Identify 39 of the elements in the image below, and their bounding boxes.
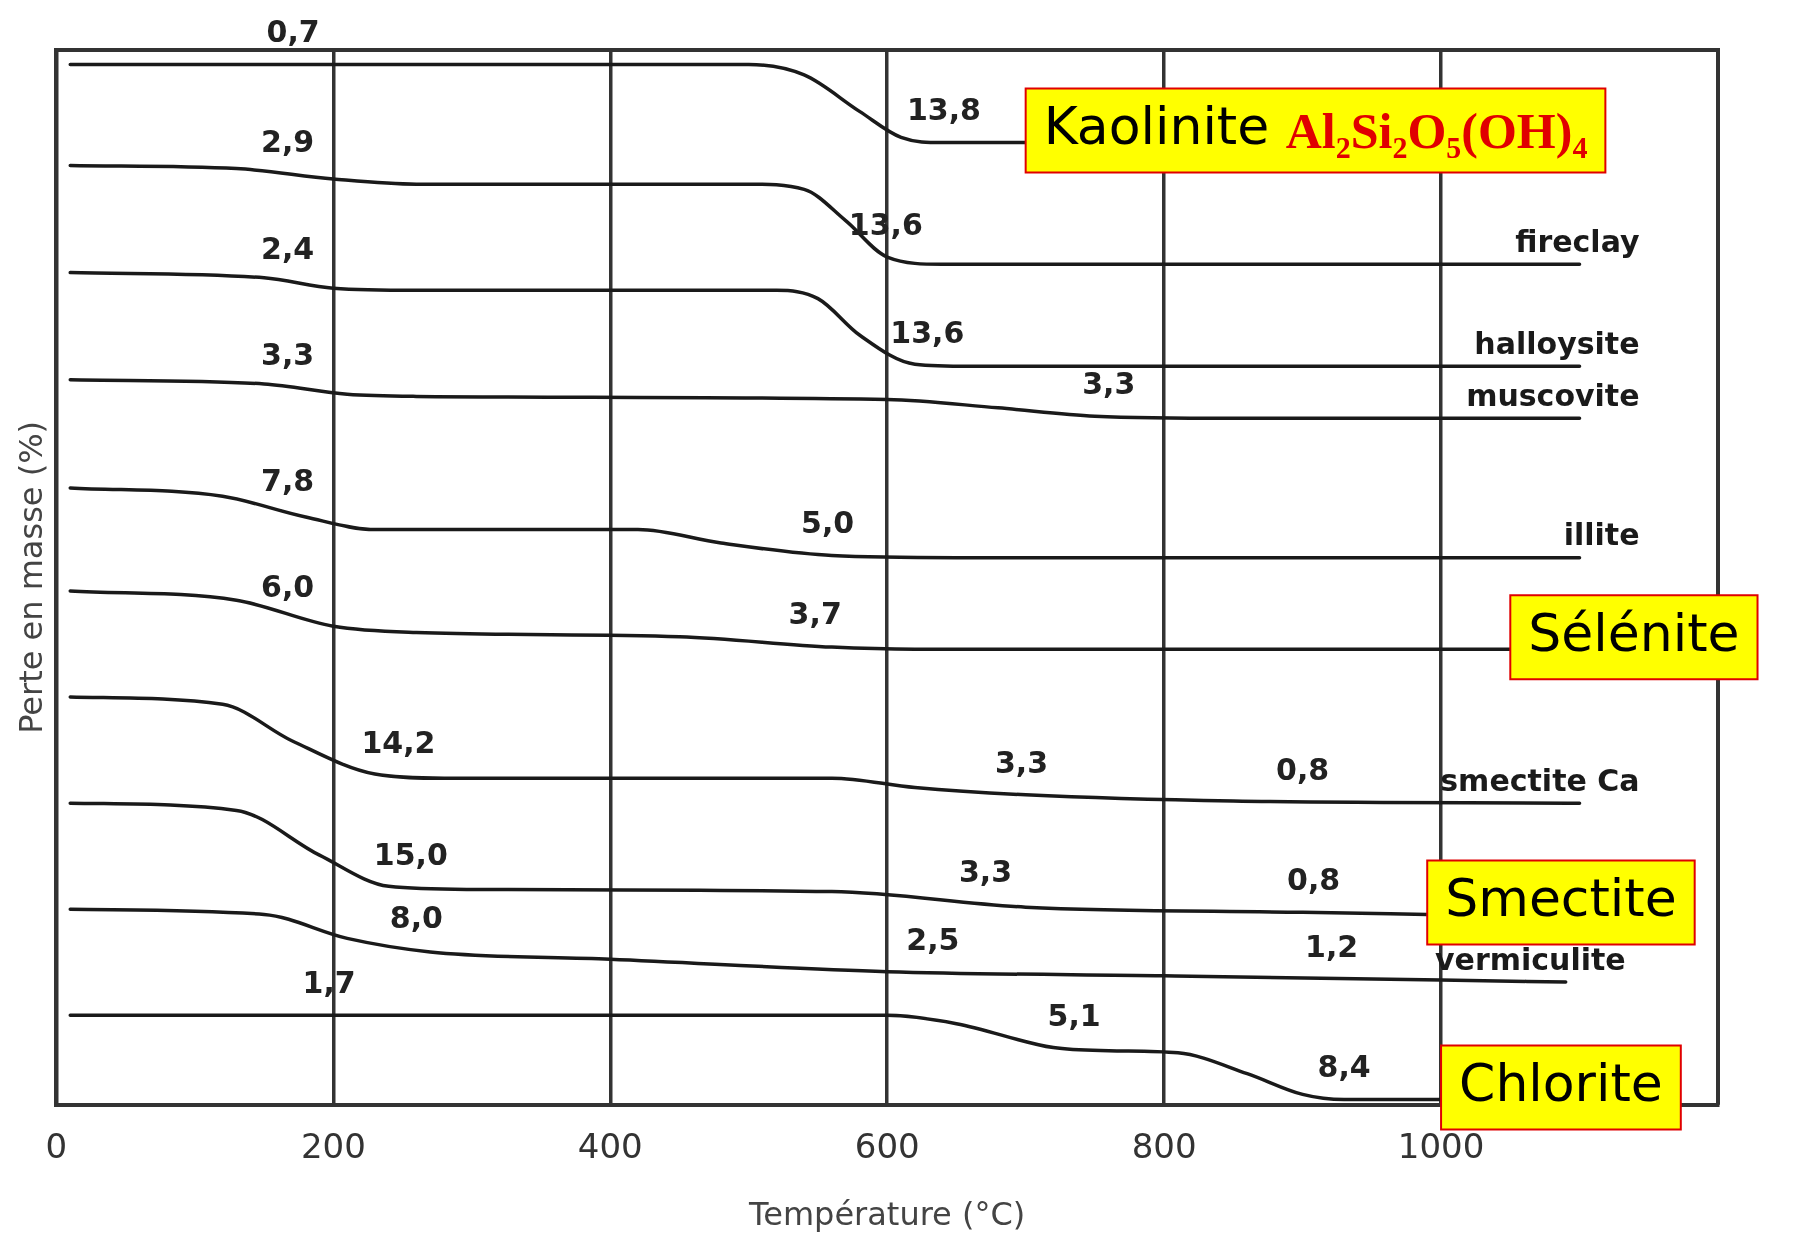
annotation: 0,8	[1276, 751, 1330, 787]
annotation: 3,3	[1082, 365, 1136, 401]
annotation: 5,0	[801, 505, 855, 541]
annotation: 0,8	[1287, 862, 1341, 898]
annotation: 3,7	[788, 595, 842, 631]
annotation: 8,0	[389, 899, 443, 935]
annotation: Sélénite	[1528, 602, 1740, 663]
annotation: 3,3	[994, 744, 1049, 780]
annotation: Smectite	[1445, 867, 1677, 928]
y-axis-title: Perte en masse (%)	[11, 420, 50, 734]
annotation: 2,4	[261, 230, 315, 266]
annotation: 2,9	[261, 123, 315, 159]
series-label: fireclay	[1515, 224, 1640, 260]
series-label: smectite Ca	[1440, 762, 1640, 798]
series-label: muscovite	[1466, 378, 1640, 414]
x-tick-label: 1000	[1397, 1126, 1485, 1167]
annotation: Kaolinite Al₂Si₂O₅(OH)₄	[1043, 96, 1588, 159]
series-label: illite	[1563, 517, 1640, 553]
annotation: 0,7	[266, 14, 320, 50]
annotation: 3,3	[261, 336, 315, 372]
annotation: 14,2	[361, 724, 436, 760]
x-axis-title: Température (°C)	[748, 1195, 1026, 1234]
x-tick-label: 600	[854, 1126, 920, 1167]
x-tick-label: 800	[1131, 1126, 1197, 1167]
annotation: Chlorite	[1459, 1053, 1663, 1114]
annotation: 2,5	[906, 922, 960, 958]
annotation: 5,1	[1047, 998, 1101, 1034]
x-tick-label: 200	[300, 1126, 366, 1167]
x-tick-label: 0	[45, 1126, 68, 1167]
annotation: 1,2	[1305, 928, 1359, 964]
annotation: 3,3	[958, 853, 1013, 889]
annotation: 13,6	[890, 314, 965, 350]
annotation: 8,4	[1317, 1049, 1371, 1085]
annotation: 7,8	[261, 462, 315, 498]
annotation: 6,0	[261, 568, 315, 604]
series-label: halloysite	[1474, 326, 1640, 362]
annotation: 13,8	[906, 92, 981, 128]
annotation: 15,0	[373, 837, 448, 873]
x-tick-label: 400	[577, 1126, 643, 1167]
